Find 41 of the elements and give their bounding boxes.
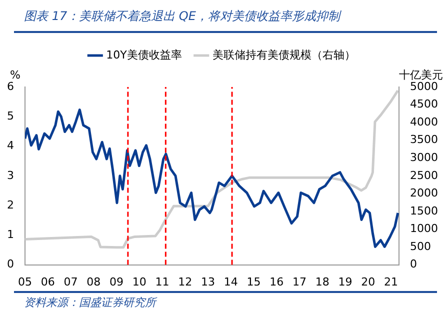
y2-tick-label: 0 <box>410 258 418 271</box>
text: 资料来源：国盛证券研究所 <box>24 295 156 310</box>
x-tick-label: 21 <box>384 275 398 288</box>
x-tick-label: 05 <box>18 275 32 288</box>
y-tick-label: 5 <box>7 109 14 122</box>
x-tick-label: 12 <box>178 275 192 288</box>
y2-tick-label: 2500 <box>410 168 438 182</box>
chart-title: 图表 17：美联储不着急退出 QE，将对美债收益率形成抑制 <box>24 8 340 25</box>
x-tick-label: 17 <box>292 275 306 288</box>
y-tick-label: 2 <box>7 198 14 212</box>
x-tick-label: 08 <box>86 275 101 288</box>
x-tick-label: 06 <box>40 275 55 288</box>
legend-label: 10Y美债收益率 <box>106 48 182 62</box>
x-tick-label: 09 <box>110 275 124 288</box>
x-tick-label: 18 <box>315 275 330 288</box>
y-tick-label: 4 <box>7 139 14 152</box>
y2-tick-label: 500 <box>410 240 432 253</box>
y2-tick-label: 5000 <box>410 80 438 93</box>
x-tick-label: 15 <box>246 275 261 288</box>
x-tick-label: 11 <box>155 275 170 288</box>
legend-label: 美联储持有美债规模（右轴） <box>212 48 356 62</box>
y2-tick-label: 4500 <box>410 98 438 111</box>
x-tick-label: 20 <box>361 275 376 288</box>
y-tick-label: 3 <box>7 168 14 182</box>
y2-tick-label: 1500 <box>410 204 438 218</box>
y-tick-label: 1 <box>7 228 14 242</box>
y2-axis-title: 十亿美元 <box>399 68 443 82</box>
y-axis-title: % <box>10 68 20 82</box>
x-tick-label: 16 <box>270 275 284 288</box>
x-tick-label: 13 <box>201 275 215 288</box>
y2-tick-label: 3500 <box>410 133 438 146</box>
x-tick-label: 10 <box>132 275 146 288</box>
y-tick-label: 0 <box>7 258 14 271</box>
y2-tick-label: 2000 <box>410 186 438 200</box>
x-tick-label: 14 <box>224 275 238 288</box>
x-tick-label: 07 <box>64 275 78 288</box>
y2-tick-label: 1000 <box>410 222 438 236</box>
x-tick-label: 19 <box>338 275 352 288</box>
y-tick-label: 6 <box>7 80 14 93</box>
y2-tick-label: 3000 <box>410 150 438 164</box>
y2-tick-label: 4000 <box>410 115 438 128</box>
